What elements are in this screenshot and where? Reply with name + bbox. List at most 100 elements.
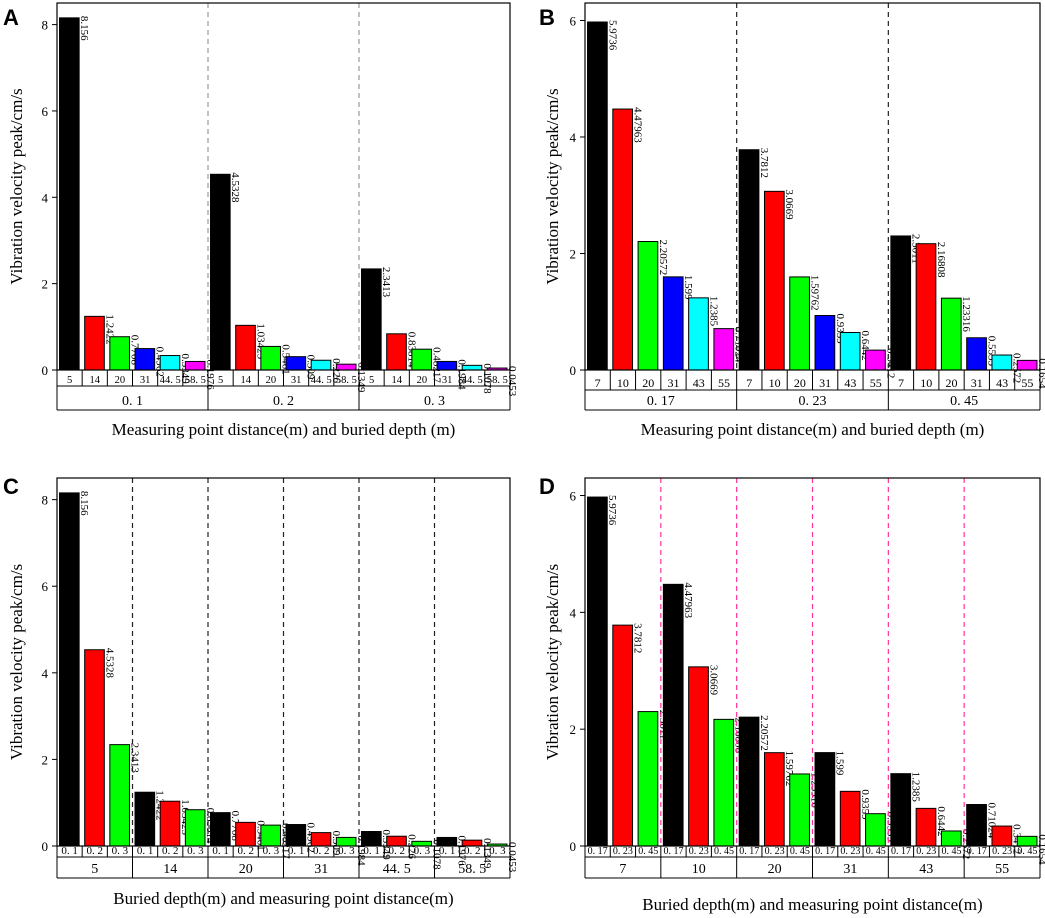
- bar: [839, 331, 861, 371]
- y-tick-label: 0: [570, 363, 577, 378]
- data-label: 2.20572: [758, 715, 770, 751]
- y-axis-label: Vibration velocity peak/cm/s: [7, 88, 26, 284]
- data-label: 0.226: [405, 834, 417, 859]
- bar: [915, 243, 937, 371]
- group-label: 10: [692, 862, 706, 877]
- bar: [134, 348, 156, 371]
- bar: [310, 359, 332, 371]
- x-tick-label: 0. 3: [187, 845, 204, 857]
- plot-frame: [56, 477, 511, 847]
- bar: [461, 364, 483, 371]
- data-label: 0.6442: [935, 806, 947, 836]
- x-axis-label: Measuring point distance(m) and buried d…: [641, 420, 985, 439]
- bar: [386, 333, 407, 371]
- bar: [184, 360, 206, 371]
- group-label: 14: [163, 862, 177, 877]
- y-tick-label: 4: [570, 130, 577, 145]
- bar: [84, 649, 105, 847]
- bar: [940, 830, 962, 847]
- x-tick-label: 0. 3: [414, 845, 431, 857]
- group-label: 0. 23: [799, 394, 827, 409]
- bar: [210, 812, 231, 847]
- y-tick-label: 6: [570, 13, 577, 28]
- bar: [991, 354, 1013, 371]
- x-tick-label: 0. 2: [389, 845, 406, 857]
- bar: [159, 800, 181, 847]
- bar: [991, 825, 1013, 847]
- x-tick-label: 43: [996, 376, 1008, 390]
- plot-frame: [584, 477, 1041, 847]
- bar: [159, 355, 181, 371]
- bar: [915, 807, 937, 847]
- x-tick-label: 10: [769, 376, 781, 390]
- x-tick-label: 0. 1: [61, 845, 78, 857]
- x-tick-label: 0. 17: [967, 846, 987, 857]
- x-tick-label: 0. 23: [689, 846, 709, 857]
- bar: [789, 276, 810, 371]
- y-tick-label: 2: [42, 752, 49, 767]
- x-tick-label: 31: [971, 376, 983, 390]
- data-label: 0.1078: [430, 839, 442, 870]
- data-label: 8.156: [78, 491, 90, 516]
- data-label: 2.3413: [380, 267, 392, 298]
- y-axis-label: Vibration velocity peak/cm/s: [7, 564, 26, 760]
- panel-letter: D: [539, 474, 555, 499]
- x-axis-label: Measuring point distance(m) and buried d…: [112, 420, 456, 439]
- bar: [59, 492, 80, 847]
- bar: [839, 790, 861, 847]
- bar: [361, 831, 382, 847]
- bar: [738, 149, 760, 371]
- plot-frame: [56, 2, 511, 371]
- bar: [966, 337, 987, 371]
- y-axis-label: Vibration velocity peak/cm/s: [543, 564, 562, 760]
- bar: [411, 348, 432, 371]
- data-label: 0.3412: [1011, 824, 1023, 854]
- x-tick-label: 31: [442, 375, 453, 386]
- y-tick-label: 8: [42, 18, 49, 33]
- y-tick-label: 0: [42, 363, 49, 378]
- group-label: 20: [768, 862, 782, 877]
- x-tick-label: 0. 2: [87, 845, 104, 857]
- y-tick-label: 2: [42, 277, 49, 292]
- x-tick-label: 0. 1: [363, 845, 380, 857]
- x-tick-label: 0. 1: [212, 845, 229, 857]
- bar: [612, 108, 634, 371]
- x-tick-label: 14: [392, 375, 403, 386]
- data-label: 4.47963: [632, 107, 644, 143]
- x-tick-label: 10: [617, 376, 629, 390]
- x-tick-label: 5: [67, 375, 72, 386]
- x-tick-label: 20: [794, 376, 806, 390]
- x-tick-label: 44. 5: [160, 375, 181, 386]
- x-tick-label: 20: [115, 375, 126, 386]
- bar: [310, 832, 332, 847]
- bar: [109, 336, 130, 371]
- panel-d: D Vibration velocity peak/cm/s 0 2 4 6 5.9736 0…: [539, 474, 1045, 914]
- panel-letter: C: [3, 474, 19, 499]
- bar: [966, 804, 987, 847]
- x-tick-label: 43: [693, 376, 705, 390]
- data-label: 8.156: [78, 16, 90, 41]
- x-tick-label: 7: [898, 376, 904, 390]
- y-tick-label: 0: [42, 839, 49, 854]
- x-tick-label: 0. 23: [613, 846, 633, 857]
- x-tick-label: 58. 5: [336, 375, 357, 386]
- bar: [285, 824, 307, 847]
- bar: [184, 809, 206, 847]
- x-tick-label: 55: [1021, 376, 1033, 390]
- x-tick-label: 55: [870, 376, 882, 390]
- bar: [84, 315, 105, 371]
- x-tick-label: 44. 5: [311, 375, 332, 386]
- group-label: 0. 3: [424, 394, 445, 409]
- y-tick-label: 2: [570, 246, 577, 261]
- data-label: 5.9736: [606, 20, 618, 51]
- data-label: 0.0453: [506, 366, 518, 397]
- x-tick-label: 0. 1: [439, 845, 456, 857]
- bar: [890, 235, 912, 371]
- bar: [637, 241, 659, 371]
- x-tick-label: 7: [746, 376, 752, 390]
- group-label: 7: [619, 862, 626, 877]
- x-tick-label: 0. 45: [1017, 846, 1037, 857]
- x-tick-label: 0. 3: [263, 845, 280, 857]
- x-tick-label: 0. 2: [238, 845, 255, 857]
- y-tick-label: 4: [570, 605, 577, 620]
